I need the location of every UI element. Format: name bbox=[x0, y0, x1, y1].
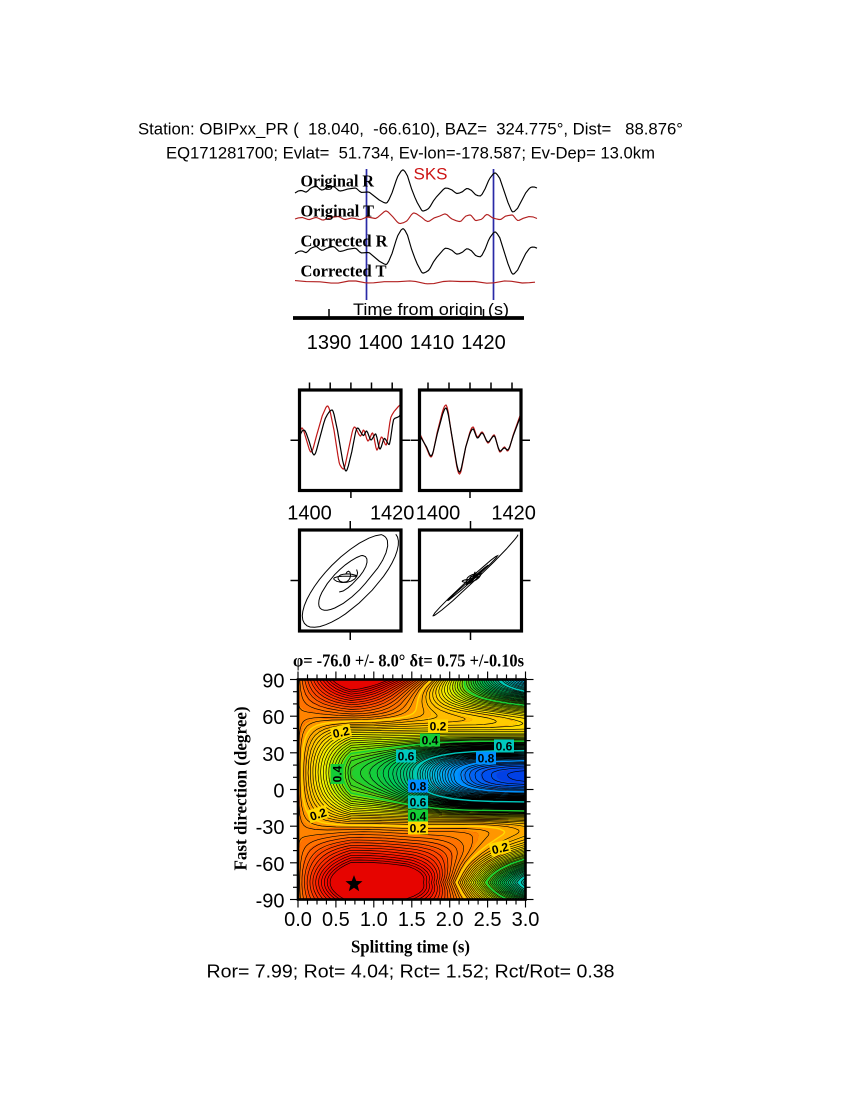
svg-text:φ= -76.0 +/- 8.0° δt= 0.75 +/-: φ= -76.0 +/- 8.0° δt= 0.75 +/-0.10s bbox=[293, 651, 524, 671]
svg-text:0.6: 0.6 bbox=[496, 740, 513, 754]
svg-text:-60: -60 bbox=[256, 854, 285, 876]
svg-text:Splitting time (s): Splitting time (s) bbox=[351, 937, 470, 957]
svg-text:2.5: 2.5 bbox=[474, 909, 502, 931]
svg-text:1420: 1420 bbox=[370, 503, 415, 525]
svg-text:0.2: 0.2 bbox=[430, 720, 447, 734]
svg-text:0.4: 0.4 bbox=[410, 810, 427, 824]
svg-text:Corrected R: Corrected R bbox=[301, 232, 389, 251]
svg-text:90: 90 bbox=[262, 671, 284, 693]
svg-text:Original R: Original R bbox=[301, 172, 375, 191]
svg-text:0.6: 0.6 bbox=[398, 750, 415, 764]
svg-text:0.8: 0.8 bbox=[410, 780, 427, 794]
svg-text:0.2: 0.2 bbox=[331, 724, 351, 741]
svg-text:0: 0 bbox=[273, 781, 284, 803]
svg-text:-90: -90 bbox=[256, 891, 285, 913]
svg-text:Ror= 7.99; Rot= 4.04; Rct= 1.5: Ror= 7.99; Rot= 4.04; Rct= 1.52; Rct/Rot… bbox=[207, 962, 615, 982]
svg-text:0.5: 0.5 bbox=[322, 909, 350, 931]
svg-text:0.6: 0.6 bbox=[410, 796, 427, 810]
svg-text:3.0: 3.0 bbox=[512, 909, 540, 931]
svg-text:1400: 1400 bbox=[416, 503, 461, 525]
svg-text:-30: -30 bbox=[256, 817, 285, 839]
svg-text:1410: 1410 bbox=[410, 332, 455, 354]
svg-text:Fast direction (degree): Fast direction (degree) bbox=[231, 706, 251, 870]
svg-text:Time from origin (s): Time from origin (s) bbox=[353, 300, 509, 319]
svg-text:0.2: 0.2 bbox=[308, 805, 329, 824]
svg-text:1420: 1420 bbox=[461, 332, 506, 354]
svg-text:Station: OBIPxx_PR ( 18.040,: Station: OBIPxx_PR ( 18.040, -66.610), B… bbox=[138, 121, 683, 139]
svg-text:30: 30 bbox=[262, 744, 284, 766]
svg-text:0.8: 0.8 bbox=[478, 752, 495, 766]
svg-text:0.2: 0.2 bbox=[410, 822, 427, 836]
svg-text:1400: 1400 bbox=[358, 332, 403, 354]
svg-text:Original T: Original T bbox=[301, 202, 375, 221]
svg-text:0.2: 0.2 bbox=[490, 840, 510, 858]
svg-text:0.0: 0.0 bbox=[284, 909, 312, 931]
svg-text:1.5: 1.5 bbox=[398, 909, 426, 931]
svg-text:SKS: SKS bbox=[414, 165, 448, 184]
svg-text:EQ171281700; Evlat= 51.734, E: EQ171281700; Evlat= 51.734, Ev-lon=-178.… bbox=[166, 145, 655, 163]
svg-text:1390: 1390 bbox=[307, 332, 352, 354]
svg-text:1420: 1420 bbox=[491, 503, 536, 525]
svg-text:0.4: 0.4 bbox=[422, 734, 439, 748]
svg-text:0.4: 0.4 bbox=[331, 765, 345, 782]
svg-text:60: 60 bbox=[262, 707, 284, 729]
svg-text:2.0: 2.0 bbox=[436, 909, 464, 931]
svg-text:Corrected T: Corrected T bbox=[301, 262, 387, 281]
svg-text:1400: 1400 bbox=[287, 503, 332, 525]
svg-text:1.0: 1.0 bbox=[360, 909, 388, 931]
